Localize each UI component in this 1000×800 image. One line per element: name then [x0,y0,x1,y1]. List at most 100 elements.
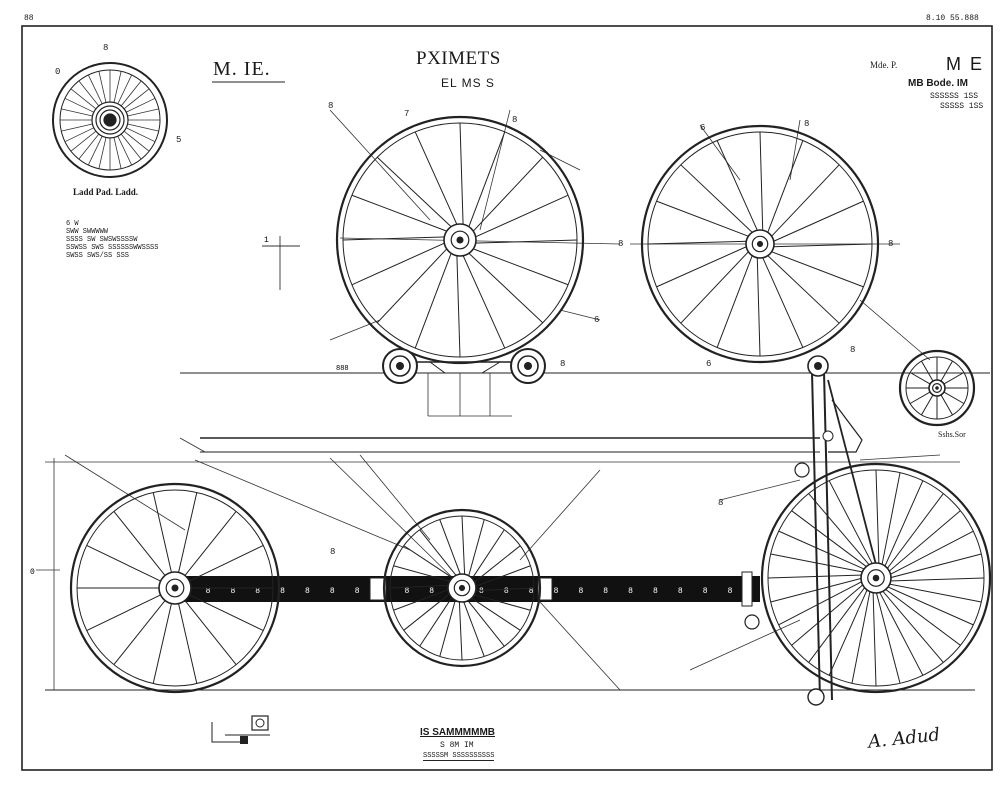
wheel-spoke [851,585,872,684]
construction-line [519,469,601,561]
upper-right-wheel [640,124,880,364]
construction-line [329,109,431,221]
wheel-axle [756,240,764,248]
hub-detail-spoke [61,123,93,132]
hub-detail-spoke [98,137,107,169]
wheel-spoke [884,510,961,576]
title-block-line-4: SSSSSS 1SS [930,92,979,101]
hub-detail-spoke [61,108,93,117]
carriage-bracket [429,361,501,374]
title-block-line-3: MB Bode. IM [908,78,968,89]
wheel-spoke [468,156,544,237]
hub-detail-spoke [64,97,94,113]
upper-left-wheel [335,115,585,365]
strip-mark: 8 [628,587,633,596]
pivot-bearing [822,430,834,442]
wheel-spoke [938,360,953,385]
wheel-spoke [376,156,457,232]
wheel-spoke [778,578,868,626]
wheel-spoke [883,582,982,603]
construction-line [329,319,381,341]
wheel-spoke [680,247,753,324]
carriage-roller-axle [524,362,532,370]
drive-sprocket-wheel [382,508,542,668]
bottom-block-title: IS SAMMMMMB [420,727,495,738]
strip-mark: 8 [504,587,509,596]
wheel-spoke [351,194,454,234]
wheel-group [52,62,992,694]
wheel-rim [335,115,585,365]
reference-numeral: 8 [804,119,809,129]
wheel-axle [458,584,466,592]
hub-detail-ring [99,109,121,131]
construction-line [699,124,741,181]
construction-line [719,479,801,501]
wheel-spoke [940,389,965,404]
wheel-spoke [921,360,936,385]
strip-mark: 8 [479,587,484,596]
wheel-spoke [778,530,870,573]
carriage-roller-axle [396,362,404,370]
wheel-rim [760,462,992,694]
hub-detail-spoke [127,108,159,117]
wheel-spoke [884,577,985,582]
wheel-spoke [419,592,456,647]
wheel-spoke [459,249,506,349]
reference-numeral: 8 [888,239,893,249]
wheel-spoke [884,553,982,580]
wheel-spoke [414,246,454,349]
strip-mark: 8 [355,587,360,596]
title-block-line-1: Mde. P. [870,60,898,70]
strip-mark: 8 [529,587,534,596]
hub-detail-spoke [98,71,107,103]
strip-mark: 8 [429,587,434,596]
strip-mark: 8 [653,587,658,596]
wheel-spoke [461,515,466,581]
hub-detail-spoke [117,136,133,166]
wheel-spoke [468,529,505,584]
wheel-spoke [767,243,873,248]
notes-line: SWSS SWS/SS SSS [66,252,130,260]
wheel-axle [872,574,880,582]
reference-numeral: 8 [850,345,855,355]
wheel-spoke [763,251,840,324]
wheel-spoke [881,480,924,572]
hub-detail-spoke [87,74,103,104]
wheel-spoke [909,389,934,404]
wheel-spoke [872,586,877,687]
pivot-bearing [794,462,810,478]
wheel-spoke [791,580,868,646]
wheel-spoke [466,246,569,286]
reference-numeral: 6 [594,315,599,325]
wheel-spoke [884,530,974,578]
wheel-spoke [882,583,974,626]
section-detail-wheel [898,349,976,427]
hub-detail-spoke [123,130,150,152]
wheel-spoke [393,565,456,584]
reference-numeral: 8 [330,547,335,557]
wheel-spoke [880,585,961,646]
reference-numeral: 8 [718,498,723,508]
wheel-spoke [716,250,755,348]
wheel-spoke [414,131,461,231]
wheel-spoke [647,240,753,245]
wheel-spoke [468,592,531,611]
sheet-label: M. IE. [213,58,271,80]
wheel-spoke [466,519,485,582]
wheel-spoke [770,553,869,574]
wheel-spoke [113,595,170,665]
wheel-spoke [759,131,764,237]
hub-detail-rim [52,62,168,178]
hub-detail-spoke [113,137,122,169]
wheel-spoke [459,122,464,231]
reference-numeral: 7 [404,109,409,119]
dimension-mark: 1 [264,236,269,245]
strip-mark: 8 [280,587,285,596]
wheel-axle [456,236,464,244]
pivot-bearing [744,614,760,630]
front-wheel [760,462,992,694]
wheel-spoke [466,131,506,234]
wheel-spoke [878,586,944,663]
strip-end-cap [741,571,753,607]
